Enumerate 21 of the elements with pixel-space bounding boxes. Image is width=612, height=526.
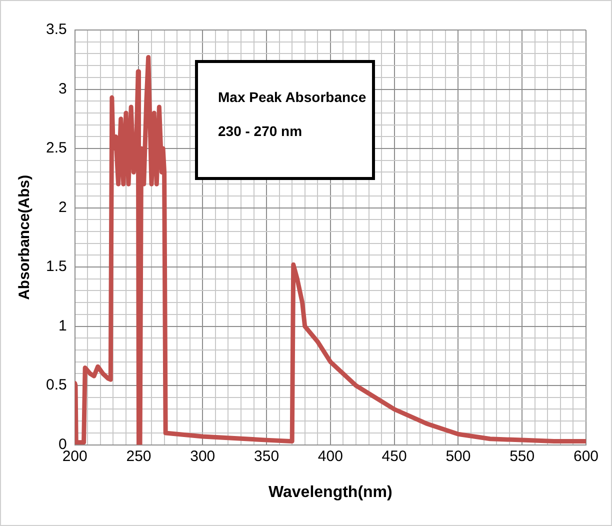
y-tick-label: 3.5 [46,21,67,38]
y-tick-label: 1 [58,317,67,334]
x-tick-label: 500 [446,448,471,465]
x-tick-label: 250 [126,448,152,465]
x-tick-label: 350 [254,448,280,465]
x-tick-label: 600 [573,448,599,465]
annotation: Max Peak Absorbance [218,89,368,105]
annotation: 230 - 270 nm [218,123,304,139]
y-tick-label: 0.5 [46,376,67,394]
x-tick-label: 550 [510,448,535,465]
x-tick-label: 400 [318,448,343,465]
x-tick-label: 450 [382,448,407,465]
x-axis-title: Wavelength(nm) [268,484,392,501]
y-axis-title: Absorbance(Abs) [16,174,34,300]
y-tick-label: 1.5 [46,258,67,276]
y-tick-label: 3 [58,80,67,98]
y-tick-label: 2.5 [46,140,67,157]
text-box: Max Peak Absorbance 230 - 270 nm [195,60,375,180]
x-tick-label: 200 [62,448,88,465]
y-tick-label: 2 [58,198,67,216]
x-tick-label: 300 [190,448,216,465]
